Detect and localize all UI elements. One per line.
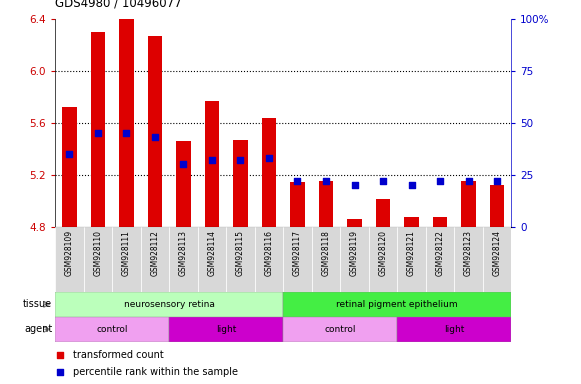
FancyBboxPatch shape — [141, 227, 169, 292]
Text: GSM928121: GSM928121 — [407, 230, 416, 276]
Text: GSM928118: GSM928118 — [321, 230, 331, 276]
Bar — [433, 217, 447, 227]
FancyBboxPatch shape — [112, 227, 141, 292]
Point — [293, 178, 302, 184]
FancyBboxPatch shape — [483, 227, 511, 292]
Text: agent: agent — [24, 324, 52, 334]
Point — [492, 178, 501, 184]
Bar — [177, 141, 191, 227]
Text: light: light — [216, 325, 236, 334]
FancyBboxPatch shape — [226, 227, 254, 292]
FancyBboxPatch shape — [312, 227, 340, 292]
Bar — [91, 32, 105, 227]
Text: GSM928114: GSM928114 — [207, 230, 217, 276]
Bar — [347, 219, 361, 227]
FancyBboxPatch shape — [169, 227, 198, 292]
FancyBboxPatch shape — [198, 227, 226, 292]
Point — [179, 161, 188, 167]
Text: neurosensory retina: neurosensory retina — [124, 300, 214, 309]
Text: GSM928124: GSM928124 — [493, 230, 501, 276]
Bar — [490, 185, 504, 227]
Bar — [62, 107, 77, 227]
Text: GSM928115: GSM928115 — [236, 230, 245, 276]
Text: light: light — [444, 325, 464, 334]
Point — [378, 178, 388, 184]
Bar — [397, 317, 511, 342]
Text: GSM928120: GSM928120 — [378, 230, 388, 276]
Text: GSM928123: GSM928123 — [464, 230, 473, 276]
Text: tissue: tissue — [23, 299, 52, 310]
FancyBboxPatch shape — [340, 227, 369, 292]
Point — [65, 151, 74, 157]
FancyBboxPatch shape — [254, 227, 284, 292]
FancyBboxPatch shape — [284, 227, 312, 292]
Bar — [55, 317, 169, 342]
Bar — [55, 292, 284, 317]
Text: GSM928109: GSM928109 — [65, 230, 74, 276]
Point — [264, 155, 274, 161]
Text: percentile rank within the sample: percentile rank within the sample — [73, 367, 238, 377]
FancyBboxPatch shape — [454, 227, 483, 292]
FancyBboxPatch shape — [55, 227, 84, 292]
Bar — [461, 181, 476, 227]
Bar — [290, 182, 304, 227]
Text: GSM928122: GSM928122 — [436, 230, 444, 276]
Bar — [284, 292, 511, 317]
Text: GSM928111: GSM928111 — [122, 230, 131, 276]
Text: GSM928117: GSM928117 — [293, 230, 302, 276]
Bar — [205, 101, 219, 227]
Text: GSM928116: GSM928116 — [264, 230, 274, 276]
Text: transformed count: transformed count — [73, 350, 164, 360]
Point — [350, 182, 359, 188]
Text: GSM928112: GSM928112 — [150, 230, 159, 276]
Point — [321, 178, 331, 184]
Text: GDS4980 / 10496077: GDS4980 / 10496077 — [55, 0, 182, 10]
Point — [122, 130, 131, 136]
Text: GSM928110: GSM928110 — [94, 230, 102, 276]
Point — [207, 157, 217, 163]
FancyBboxPatch shape — [369, 227, 397, 292]
Bar — [376, 199, 390, 227]
Bar — [148, 36, 162, 227]
Point — [320, 131, 329, 137]
Point — [435, 178, 444, 184]
Bar — [284, 317, 397, 342]
Point — [320, 288, 329, 294]
Text: GSM928113: GSM928113 — [179, 230, 188, 276]
Text: GSM928119: GSM928119 — [350, 230, 359, 276]
Bar — [319, 181, 333, 227]
Bar — [119, 19, 134, 227]
Bar — [234, 140, 248, 227]
FancyBboxPatch shape — [84, 227, 112, 292]
Bar — [404, 217, 419, 227]
Text: retinal pigment epithelium: retinal pigment epithelium — [336, 300, 458, 309]
FancyBboxPatch shape — [426, 227, 454, 292]
Point — [407, 182, 416, 188]
Point — [94, 130, 103, 136]
Point — [236, 157, 245, 163]
FancyBboxPatch shape — [397, 227, 426, 292]
Point — [464, 178, 473, 184]
Text: control: control — [325, 325, 356, 334]
Bar — [262, 118, 276, 227]
Bar — [169, 317, 284, 342]
Text: control: control — [96, 325, 128, 334]
Point — [150, 134, 160, 141]
